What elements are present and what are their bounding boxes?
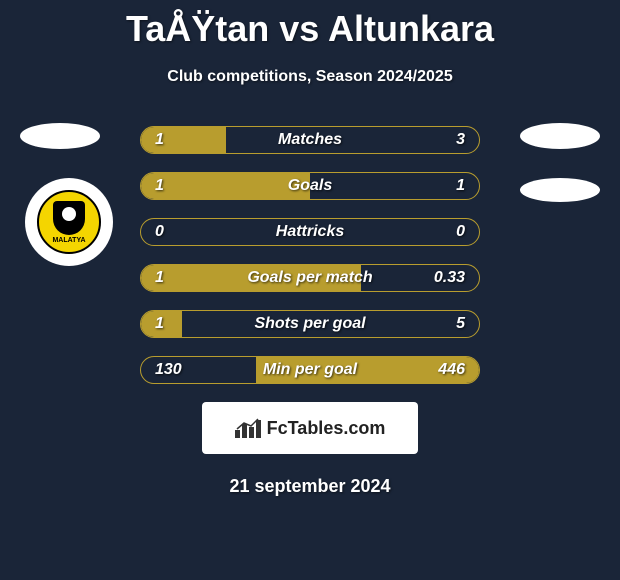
stat-value-right: 5 [456, 315, 465, 333]
stat-label: Goals [288, 177, 332, 195]
page-title: TaÅŸtan vs Altunkara [0, 0, 620, 50]
stat-value-left: 1 [155, 315, 164, 333]
team-left-badge: MALATYA [37, 190, 101, 254]
stat-value-right: 0.33 [434, 269, 465, 287]
stat-value-right: 446 [438, 361, 465, 379]
stats-container: 1 Matches 3 1 Goals 1 0 Hattricks 0 1 Goals per ma… [140, 126, 480, 384]
stat-row: 1 Shots per goal 5 [140, 310, 480, 338]
date-label: 21 september 2024 [0, 476, 620, 497]
stat-row: 1 Goals per match 0.33 [140, 264, 480, 292]
branding-chart-icon [235, 418, 261, 438]
stat-label: Goals per match [247, 269, 372, 287]
stat-label: Matches [278, 131, 342, 149]
stat-value-left: 1 [155, 177, 164, 195]
stat-fill-left [141, 127, 226, 153]
stat-fill-left [141, 173, 310, 199]
stat-value-right: 1 [456, 177, 465, 195]
player-right-avatar-placeholder [520, 123, 600, 149]
stat-row: 1 Matches 3 [140, 126, 480, 154]
stat-row: 1 Goals 1 [140, 172, 480, 200]
player-left-avatar-placeholder [20, 123, 100, 149]
stat-value-right: 3 [456, 131, 465, 149]
branding-text: FcTables.com [267, 418, 386, 439]
branding-badge[interactable]: FcTables.com [202, 402, 418, 454]
stat-value-left: 0 [155, 223, 164, 241]
stat-row: 130 Min per goal 446 [140, 356, 480, 384]
stat-row: 0 Hattricks 0 [140, 218, 480, 246]
team-right-logo-placeholder [520, 178, 600, 202]
team-left-badge-label: MALATYA [52, 237, 85, 244]
stat-label: Min per goal [263, 361, 357, 379]
stat-value-right: 0 [456, 223, 465, 241]
stat-label: Hattricks [276, 223, 344, 241]
stat-value-left: 1 [155, 269, 164, 287]
shield-icon [53, 201, 85, 235]
stat-value-left: 130 [155, 361, 182, 379]
stat-label: Shots per goal [254, 315, 365, 333]
stat-value-left: 1 [155, 131, 164, 149]
subtitle: Club competitions, Season 2024/2025 [0, 68, 620, 86]
team-left-logo: MALATYA [25, 178, 113, 266]
